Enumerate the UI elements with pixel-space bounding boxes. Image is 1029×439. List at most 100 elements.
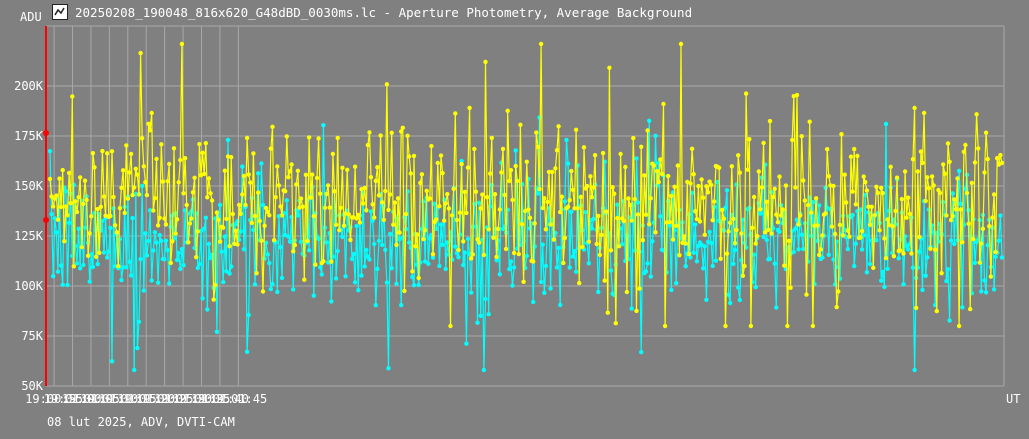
- data-point: [119, 185, 124, 190]
- data-point: [958, 201, 963, 206]
- data-point: [469, 256, 474, 261]
- data-point: [65, 213, 70, 218]
- data-point: [205, 195, 210, 200]
- data-point: [87, 279, 92, 284]
- data-point: [971, 237, 976, 242]
- data-point: [906, 195, 911, 200]
- data-point: [983, 290, 989, 295]
- data-point: [896, 256, 901, 261]
- data-point: [642, 173, 647, 178]
- data-point: [569, 209, 574, 214]
- data-point: [521, 279, 526, 284]
- data-point: [167, 281, 172, 286]
- data-point: [216, 217, 221, 222]
- data-point: [430, 255, 436, 260]
- data-point: [985, 243, 990, 248]
- data-point: [662, 323, 668, 329]
- data-point: [254, 271, 259, 276]
- data-point: [950, 213, 955, 219]
- data-point: [434, 217, 439, 222]
- data-point: [499, 170, 504, 175]
- data-point: [434, 226, 439, 231]
- data-point: [629, 306, 634, 311]
- data-point: [610, 185, 615, 190]
- x-tick-label: 19:01:05: [62, 392, 120, 406]
- data-point: [105, 255, 110, 260]
- data-point: [146, 121, 151, 127]
- data-point: [689, 190, 695, 196]
- data-point: [658, 214, 663, 219]
- data-point: [882, 284, 887, 290]
- data-point: [224, 269, 229, 274]
- data-point: [333, 276, 339, 281]
- data-point: [286, 234, 291, 239]
- data-point: [647, 118, 652, 124]
- data-point: [445, 191, 450, 197]
- data-point: [917, 249, 922, 254]
- data-point: [993, 249, 998, 255]
- data-point: [659, 171, 665, 177]
- data-point: [135, 345, 140, 351]
- data-point: [697, 219, 703, 224]
- data-point: [147, 128, 153, 133]
- data-point: [194, 255, 199, 260]
- data-point: [387, 192, 393, 197]
- data-point: [329, 259, 334, 264]
- data-point: [229, 155, 234, 160]
- data-point: [513, 163, 518, 169]
- data-point: [346, 212, 351, 217]
- data-point: [492, 192, 498, 197]
- data-point: [306, 248, 312, 253]
- data-point: [537, 186, 542, 192]
- x-tick-label: 19:01:00: [44, 392, 102, 406]
- data-point: [758, 207, 763, 212]
- data-point: [133, 166, 138, 171]
- data-point: [823, 211, 828, 216]
- data-point: [987, 224, 992, 229]
- data-point: [244, 135, 250, 141]
- data-point: [316, 136, 321, 141]
- data-point: [100, 148, 105, 154]
- data-point: [221, 225, 226, 230]
- data-point: [577, 280, 582, 286]
- data-point: [120, 168, 126, 173]
- data-point: [287, 239, 293, 244]
- data-point: [462, 189, 467, 195]
- data-point: [561, 260, 566, 266]
- data-point: [799, 134, 804, 139]
- data-point: [122, 210, 127, 216]
- data-point: [834, 304, 839, 310]
- data-point: [173, 231, 178, 236]
- data-point: [527, 215, 533, 220]
- data-point: [87, 231, 92, 236]
- data-point: [141, 288, 146, 293]
- data-point: [263, 205, 269, 211]
- data-point: [867, 261, 873, 267]
- data-point: [217, 202, 223, 208]
- data-point: [990, 215, 995, 220]
- data-point: [357, 220, 363, 225]
- data-point: [941, 162, 946, 167]
- data-point: [778, 213, 784, 218]
- data-point: [147, 208, 153, 213]
- data-point: [171, 146, 177, 151]
- data-point: [144, 192, 150, 198]
- data-point: [694, 216, 700, 222]
- data-point: [319, 272, 324, 277]
- data-point: [578, 194, 583, 200]
- data-point: [90, 264, 96, 270]
- data-point: [502, 192, 507, 198]
- data-point: [801, 178, 806, 183]
- data-point: [734, 227, 739, 233]
- data-point: [54, 230, 59, 235]
- data-point: [686, 212, 692, 217]
- data-point: [772, 261, 777, 266]
- data-point: [298, 196, 304, 201]
- data-point: [804, 292, 809, 297]
- data-point: [709, 240, 714, 246]
- data-point: [327, 205, 332, 210]
- data-point: [621, 218, 626, 224]
- data-point: [343, 274, 348, 279]
- data-point: [775, 220, 781, 225]
